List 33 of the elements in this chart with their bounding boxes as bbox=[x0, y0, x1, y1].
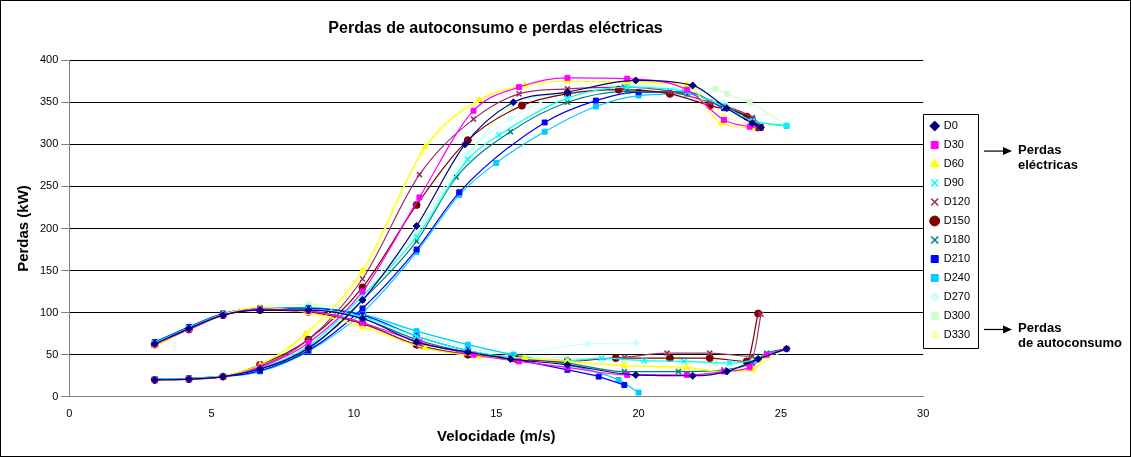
y-axis-title: Perdas (kW) bbox=[14, 185, 32, 272]
y-tick-label: 350 bbox=[39, 95, 59, 108]
y-tick-label: 300 bbox=[39, 137, 59, 150]
y-tick-label: 250 bbox=[39, 179, 59, 192]
legend-label: D270 bbox=[943, 290, 970, 303]
legend-label: D210 bbox=[943, 252, 970, 265]
x-tick-label: 25 bbox=[774, 407, 788, 420]
legend-label: D120 bbox=[943, 195, 970, 208]
x-tick-label: 20 bbox=[632, 407, 645, 420]
legend-label: D150 bbox=[943, 214, 970, 227]
legend-label: D180 bbox=[943, 233, 970, 246]
legend-label: D330 bbox=[943, 328, 970, 341]
legend-label: D90 bbox=[943, 176, 964, 189]
y-tick-label: 200 bbox=[39, 221, 59, 234]
x-tick-label: 5 bbox=[208, 407, 215, 420]
text: Perdas de autoconsumo bbox=[1018, 320, 1123, 351]
y-tick-label: 50 bbox=[46, 347, 59, 360]
text: Perdas eléctricas bbox=[1018, 142, 1078, 173]
x-tick-label: 10 bbox=[347, 407, 361, 420]
y-tick-label: 150 bbox=[39, 263, 59, 276]
legend-label: D30 bbox=[943, 138, 964, 151]
chart-title: Perdas de autoconsumo e perdas eléctricas bbox=[328, 19, 663, 37]
legend-label: D60 bbox=[943, 157, 964, 170]
x-tick-label: 0 bbox=[66, 407, 73, 420]
x-tick-label: 15 bbox=[490, 407, 503, 420]
x-axis-title: Velocidade (m/s) bbox=[437, 427, 556, 445]
legend-label: D300 bbox=[943, 309, 970, 322]
legend-label: D240 bbox=[943, 271, 970, 284]
y-tick-label: 400 bbox=[39, 53, 59, 66]
legend-label: D0 bbox=[943, 119, 958, 132]
y-tick-label: 100 bbox=[39, 305, 59, 318]
x-tick-label: 30 bbox=[917, 407, 930, 420]
y-tick-label: 0 bbox=[52, 389, 59, 402]
